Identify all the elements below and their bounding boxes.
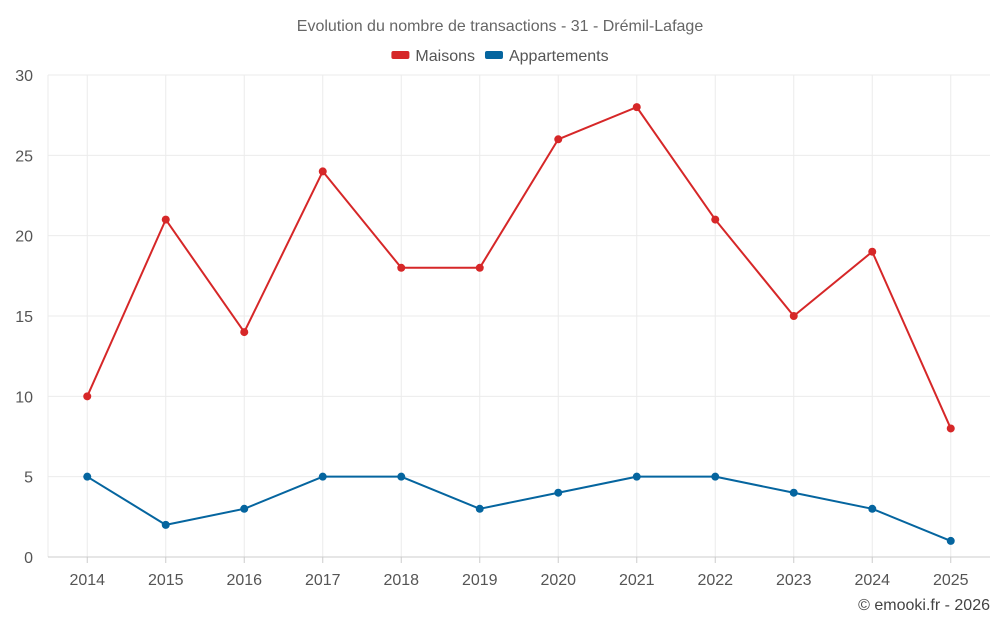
x-tick-label: 2025 — [933, 572, 969, 589]
legend-item-maisons[interactable]: Maisons — [391, 48, 475, 65]
x-tick-label: 2017 — [305, 572, 341, 589]
data-point-appartements[interactable] — [946, 536, 955, 545]
data-point-appartements[interactable] — [868, 504, 877, 513]
y-tick-label: 25 — [15, 148, 33, 165]
data-point-appartements[interactable] — [789, 488, 798, 497]
x-tick-label: 2016 — [226, 572, 262, 589]
data-point-maisons[interactable] — [318, 167, 327, 176]
legend-swatch — [484, 51, 503, 59]
x-tick-label: 2023 — [776, 572, 812, 589]
data-point-appartements[interactable] — [475, 504, 484, 513]
x-tick-label: 2014 — [69, 572, 105, 589]
series-layer — [83, 103, 955, 545]
x-tick-label: 2021 — [619, 572, 655, 589]
gridlines — [47, 74, 990, 557]
x-axis: 2014 2015 2016 2017 2018 2019 2020 2021 2022 2023… — [48, 556, 990, 589]
data-point-maisons[interactable] — [161, 215, 170, 224]
x-tick-label: 2015 — [148, 572, 184, 589]
data-point-maisons[interactable] — [475, 263, 484, 272]
series-appartements — [83, 472, 955, 545]
chart-title: Evolution du nombre de transactions - 31… — [297, 18, 704, 35]
data-point-appartements[interactable] — [318, 472, 327, 481]
legend: Maisons Appartements — [391, 48, 609, 65]
y-tick-label: 15 — [15, 309, 33, 326]
y-tick-label: 30 — [15, 68, 33, 85]
data-point-maisons[interactable] — [240, 328, 249, 337]
y-tick-label: 0 — [24, 550, 33, 567]
x-tick-label: 2022 — [697, 572, 733, 589]
data-point-maisons[interactable] — [946, 424, 955, 433]
legend-item-appartements[interactable]: Appartements — [484, 48, 609, 65]
data-point-maisons[interactable] — [632, 103, 641, 112]
data-point-maisons[interactable] — [789, 312, 798, 320]
legend-label: Maisons — [415, 48, 475, 65]
data-point-maisons[interactable] — [83, 392, 92, 401]
series-maisons — [83, 103, 955, 433]
data-point-maisons[interactable] — [711, 215, 720, 224]
x-tick-label: 2020 — [540, 572, 576, 589]
y-tick-label: 5 — [24, 470, 33, 487]
legend-swatch — [391, 51, 410, 59]
data-point-appartements[interactable] — [632, 472, 641, 481]
x-tick-label: 2018 — [383, 572, 419, 589]
data-point-appartements[interactable] — [554, 488, 563, 497]
data-point-maisons[interactable] — [397, 263, 406, 272]
data-point-appartements[interactable] — [240, 504, 249, 513]
credit-text: © emooki.fr - 2026 — [858, 597, 990, 614]
data-point-appartements[interactable] — [161, 520, 170, 529]
data-point-appartements[interactable] — [83, 472, 92, 481]
data-point-maisons[interactable] — [554, 135, 563, 144]
y-tick-label: 20 — [15, 229, 33, 246]
x-tick-label: 2024 — [854, 572, 890, 589]
y-axis: 0 5 10 15 20 25 30 — [15, 68, 33, 567]
series-line-maisons — [86, 106, 952, 429]
y-tick-label: 10 — [15, 389, 33, 406]
data-point-maisons[interactable] — [868, 247, 877, 256]
x-tick-label: 2019 — [462, 572, 498, 589]
legend-label: Appartements — [509, 48, 609, 65]
series-line-appartements — [86, 475, 952, 542]
data-point-appartements[interactable] — [397, 472, 406, 481]
data-point-appartements[interactable] — [711, 472, 720, 481]
